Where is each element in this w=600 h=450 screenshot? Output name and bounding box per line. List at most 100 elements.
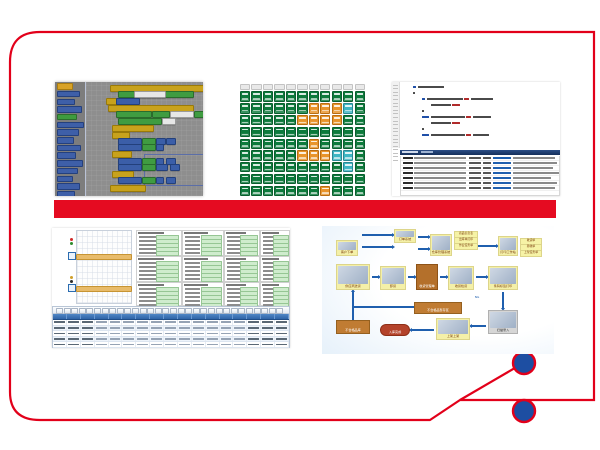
flow-node-scan-in[interactable]: 扫描录入 xyxy=(488,310,518,334)
toolbar-button[interactable] xyxy=(94,308,101,314)
slot-cell-occupied[interactable] xyxy=(297,126,308,138)
slot-cell-occupied[interactable] xyxy=(262,126,274,138)
slot-cell-occupied[interactable] xyxy=(297,185,308,196)
grid-cell[interactable] xyxy=(95,336,109,342)
grid-cell[interactable] xyxy=(164,331,178,336)
toolbar-button[interactable] xyxy=(63,308,71,314)
form-card[interactable] xyxy=(224,256,260,282)
slot-cell-occupied[interactable] xyxy=(331,138,342,149)
slot-cell-occupied[interactable] xyxy=(354,162,365,173)
toolbox-block-sensor[interactable] xyxy=(56,190,75,196)
grid-cell[interactable] xyxy=(261,336,275,342)
grid-column-header[interactable] xyxy=(122,314,137,319)
slot-cell-occupied[interactable] xyxy=(354,185,365,196)
slot-cell-occupied[interactable] xyxy=(274,126,285,138)
toolbar-button[interactable] xyxy=(56,308,63,314)
slot-cell-occupied[interactable] xyxy=(297,162,308,173)
form-card[interactable] xyxy=(182,230,224,256)
slot-cell-reserved[interactable] xyxy=(343,103,354,114)
form-field-value[interactable] xyxy=(200,277,222,282)
grid-body[interactable] xyxy=(53,320,289,348)
slot-cell-occupied[interactable] xyxy=(262,185,274,196)
form-field-value[interactable] xyxy=(273,251,289,256)
workspace-block-value[interactable] xyxy=(134,91,166,98)
form-card[interactable] xyxy=(224,230,260,256)
grid-cell[interactable] xyxy=(206,336,220,342)
grid-cell[interactable] xyxy=(192,325,206,331)
toolbar-button[interactable] xyxy=(101,308,109,314)
toolbar-button[interactable] xyxy=(147,308,155,314)
flow-node-inspection-doc[interactable]: 收货管理单 xyxy=(416,264,438,290)
grid-cell[interactable] xyxy=(95,320,109,325)
form-card[interactable] xyxy=(136,282,182,308)
grid-cell[interactable] xyxy=(275,325,289,331)
workspace-block-value[interactable] xyxy=(156,144,164,151)
grid-cell[interactable] xyxy=(220,331,234,336)
grid-cell[interactable] xyxy=(109,320,123,325)
workspace-block-value[interactable] xyxy=(166,138,176,145)
blocks-toolbox[interactable] xyxy=(55,82,86,196)
grid-cell[interactable] xyxy=(122,336,137,342)
log-panel-titlebar[interactable] xyxy=(400,150,560,155)
log-row[interactable] xyxy=(401,161,559,166)
grid-column-header[interactable] xyxy=(136,314,151,319)
form-field-value[interactable] xyxy=(156,277,180,282)
slot-cell-occupied[interactable] xyxy=(331,173,342,185)
slot-cell-occupied[interactable] xyxy=(354,150,365,161)
workspace-block-statement[interactable] xyxy=(112,125,154,132)
workspace-block-value[interactable] xyxy=(142,164,156,171)
grid-cell[interactable] xyxy=(206,342,220,347)
toolbar-button[interactable] xyxy=(177,308,185,314)
grid-cell[interactable] xyxy=(178,325,192,331)
form-card[interactable] xyxy=(260,282,290,308)
slot-cell-occupied[interactable] xyxy=(240,126,251,138)
toolbar-button[interactable] xyxy=(139,308,147,314)
form-field-value[interactable] xyxy=(156,251,180,256)
slot-cell-occupied[interactable] xyxy=(285,138,297,149)
workspace-block-value[interactable] xyxy=(162,118,176,125)
toolbar-button[interactable] xyxy=(208,308,215,314)
grid-cell[interactable] xyxy=(81,331,95,336)
toolbar-button[interactable] xyxy=(215,308,223,314)
grid-cell[interactable] xyxy=(53,331,67,336)
flow-node-supplier-delivery[interactable]: 供应商送货 xyxy=(336,264,370,290)
slot-cell-occupied[interactable] xyxy=(320,162,331,173)
workspace-block-value[interactable] xyxy=(142,144,156,151)
slot-cell-occupied[interactable] xyxy=(262,150,274,161)
workspace-block-value[interactable] xyxy=(166,177,176,184)
slot-cell-occupied[interactable] xyxy=(262,162,274,173)
slot-cell-picking[interactable] xyxy=(308,138,319,149)
log-row[interactable] xyxy=(401,186,559,191)
grid-row[interactable] xyxy=(53,331,289,337)
grid-cell[interactable] xyxy=(247,325,262,331)
grid-cell[interactable] xyxy=(81,325,95,331)
flow-node-barcode-label[interactable]: 条码标签打印 xyxy=(488,266,518,290)
grid-cell[interactable] xyxy=(122,331,137,336)
toolbar-button[interactable] xyxy=(261,308,269,314)
grid-cell[interactable] xyxy=(206,325,220,331)
slot-cell-picking[interactable] xyxy=(297,150,308,161)
toolbar-button[interactable] xyxy=(109,308,117,314)
grid-cell[interactable] xyxy=(109,342,123,347)
grid-cell[interactable] xyxy=(275,336,289,342)
slot-cell-picking[interactable] xyxy=(297,114,308,126)
slot-cell-occupied[interactable] xyxy=(308,126,319,138)
slot-cell-occupied[interactable] xyxy=(354,103,365,114)
grid-cell[interactable] xyxy=(122,320,137,325)
grid-cell[interactable] xyxy=(192,320,206,325)
grid-cell[interactable] xyxy=(136,336,151,342)
slot-cell-occupied[interactable] xyxy=(343,126,354,138)
log-row[interactable] xyxy=(401,176,559,181)
grid-column-header[interactable] xyxy=(275,314,289,319)
grid-cell[interactable] xyxy=(261,331,275,336)
grid-cell[interactable] xyxy=(122,325,137,331)
slot-cell-occupied[interactable] xyxy=(331,126,342,138)
toolbar-button[interactable] xyxy=(223,308,231,314)
slot-cell-occupied[interactable] xyxy=(240,103,251,114)
slot-cell-occupied[interactable] xyxy=(251,185,262,196)
form-card[interactable] xyxy=(136,256,182,282)
slot-cell-occupied[interactable] xyxy=(274,162,285,173)
toolbox-block-control[interactable] xyxy=(56,137,74,144)
toolbox-block-text[interactable] xyxy=(56,167,78,175)
workspace-block-value[interactable] xyxy=(152,111,170,118)
